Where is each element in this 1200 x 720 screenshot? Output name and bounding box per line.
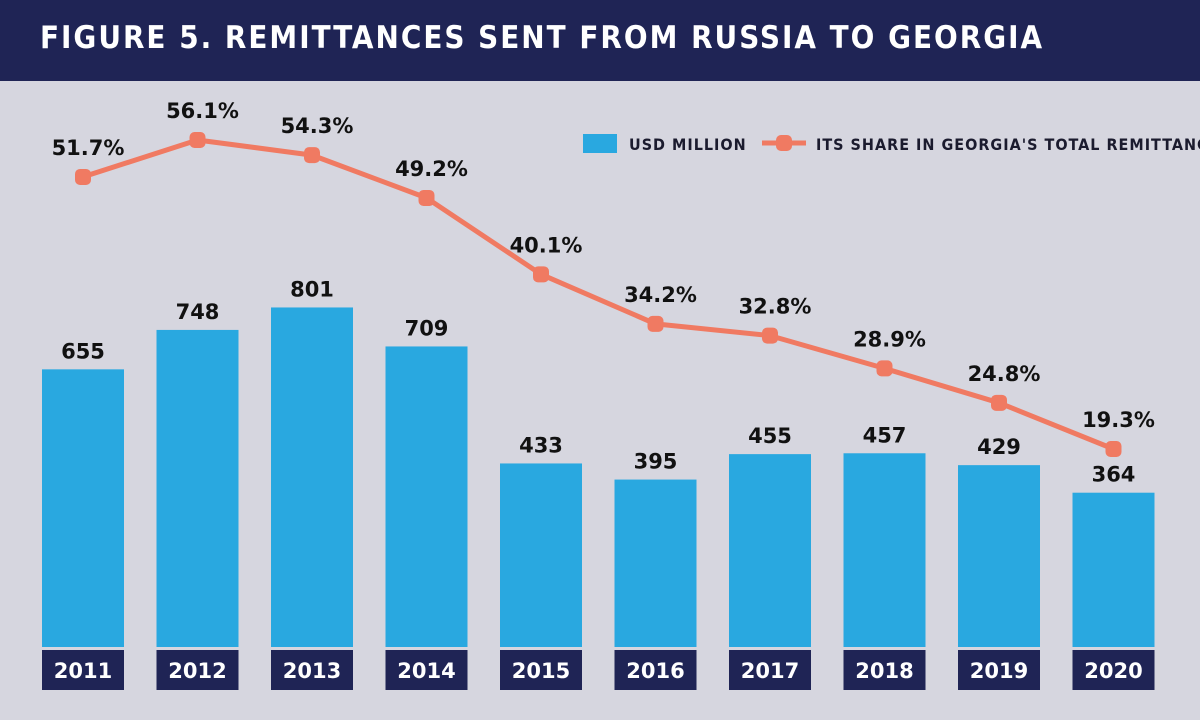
bar-value-label: 455 [748, 424, 792, 448]
share-value-label: 19.3% [1082, 408, 1155, 432]
bar-value-label: 433 [519, 433, 563, 457]
share-value-label: 56.1% [166, 99, 239, 123]
bar-2013 [271, 307, 353, 647]
x-tick-box [729, 650, 811, 690]
bar-value-label: 395 [634, 450, 678, 474]
chart-header: FIGURE 5. REMITTANCES SENT FROM RUSSIA T… [0, 0, 1200, 81]
bar-2020 [1072, 492, 1155, 647]
bar-2015 [500, 463, 582, 647]
share-line [82, 137, 1115, 452]
bar-2017 [729, 454, 811, 647]
share-point-2017 [762, 327, 778, 344]
share-value-label: 34.2% [624, 283, 697, 307]
bar-value-label: 801 [290, 277, 334, 301]
chart-title: FIGURE 5. REMITTANCES SENT FROM RUSSIA T… [40, 20, 1045, 56]
x-tick-label: 2012 [168, 659, 226, 683]
x-tick-box [271, 650, 353, 690]
x-tick-box [1072, 650, 1155, 690]
share-point-2012 [189, 132, 206, 148]
x-tick-label: 2020 [1084, 659, 1142, 683]
legend-line-marker [776, 135, 792, 151]
bar-2016 [614, 479, 697, 647]
bar-2019 [958, 465, 1040, 647]
x-tick-box [843, 650, 926, 690]
x-tick-label: 2016 [626, 659, 684, 683]
bar-value-label: 429 [977, 435, 1021, 459]
share-point-2018 [876, 360, 893, 377]
x-tick-box [42, 650, 124, 690]
bar-value-label: 655 [61, 339, 105, 363]
share-point-2020 [1105, 441, 1122, 457]
share-value-label: 49.2% [395, 157, 468, 181]
bar-value-label: 709 [405, 316, 449, 340]
legend-line-label: ITS SHARE IN GEORGIA'S TOTAL REMITTANCES [816, 135, 1200, 154]
share-value-label: 24.8% [968, 362, 1041, 386]
share-point-2013 [304, 147, 320, 164]
share-value-label: 54.3% [281, 114, 354, 138]
x-tick-label: 2011 [54, 659, 112, 683]
bar-2014 [385, 346, 468, 647]
x-tick-label: 2018 [855, 659, 913, 683]
bar-2012 [156, 329, 239, 647]
bar-value-label: 364 [1092, 463, 1136, 487]
bar-2018 [843, 453, 926, 647]
x-tick-label: 2019 [970, 659, 1028, 683]
bar-2011 [42, 369, 124, 647]
x-tick-box [614, 650, 697, 690]
x-tick-box [958, 650, 1040, 690]
share-point-2016 [647, 315, 664, 332]
x-tick-box [385, 650, 468, 690]
legend-bar-label: USD MILLION [629, 135, 747, 154]
share-value-label: 40.1% [510, 233, 583, 257]
share-value-label: 32.8% [739, 295, 812, 319]
legend-bar-swatch [583, 134, 617, 153]
x-tick-label: 2017 [741, 659, 799, 683]
x-tick-box [500, 650, 582, 690]
x-tick-label: 2015 [512, 659, 570, 683]
bar-value-label: 457 [863, 423, 907, 447]
x-tick-label: 2014 [397, 659, 455, 683]
share-point-2019 [991, 394, 1007, 411]
x-tick-label: 2013 [283, 659, 341, 683]
share-point-2015 [533, 266, 549, 283]
bar-value-label: 748 [176, 300, 220, 324]
share-point-2011 [75, 168, 91, 185]
share-value-label: 51.7% [52, 136, 125, 160]
share-point-2014 [418, 189, 435, 206]
x-tick-box [156, 650, 239, 690]
share-value-label: 28.9% [853, 327, 926, 351]
